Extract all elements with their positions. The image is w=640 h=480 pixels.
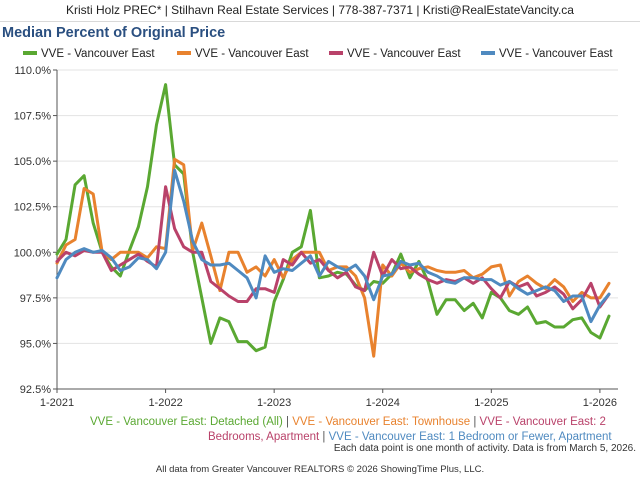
legend-bottom-entry: VVE - Vancouver East: 1 Bedroom or Fewer… [329,431,613,443]
y-tick-label: 92.5% [20,384,51,396]
series-lines [55,83,611,358]
legend-bottom-line: VVE - Vancouver East: Detached (All) | V… [90,416,606,428]
series-line [55,185,611,311]
y-tick-label: 102.5% [14,202,52,214]
legend-bottom: VVE - Vancouver East: Detached (All) | V… [90,416,612,443]
legend-bottom-entry: | [319,431,328,443]
legend-bottom-line: Bedrooms, Apartment | VVE - Vancouver Ea… [208,431,612,443]
legend-label: VVE - Vancouver East [195,48,309,60]
axes [53,69,618,393]
source-note: All data from Greater Vancouver REALTORS… [155,464,485,475]
contact-header: Kristi Holz PREC* | Stilhavn Real Estate… [66,3,574,17]
y-tick-label: 100.0% [14,247,52,259]
y-tick-labels: 92.5% 95.0% 97.5% 100.0% 102.5% 105.0% 107.5% 1… [14,65,52,396]
legend-bottom-entry: Bedrooms, Apartment [208,431,320,443]
series-line [55,168,611,324]
y-tick-label: 105.0% [14,156,52,168]
y-tick-label: 97.5% [20,293,51,305]
footer-note: Each data point is one month of activity… [333,443,636,454]
series-line [55,157,611,358]
x-tick-labels: 1-2021 1-2022 1-2023 1-2024 1-2025 1-2026 [40,397,617,409]
series-line [55,83,611,353]
legend-bottom-entry: | [470,416,479,428]
x-tick-label: 1-2026 [583,397,617,409]
y-tick-label: 95.0% [20,338,51,350]
y-tick-label: 107.5% [14,111,52,123]
legend-bottom-entry: VVE - Vancouver East: Detached (All) [90,416,283,428]
legend-bottom-entry: VVE - Vancouver East: Townhouse [292,416,470,428]
legend-label: VVE - Vancouver East [499,48,613,60]
legend-label: VVE - Vancouver East [347,48,461,60]
x-tick-label: 1-2023 [257,397,291,409]
chart-title: Median Percent of Original Price [2,25,226,41]
header-bar: Kristi Holz PREC* | Stilhavn Real Estate… [0,0,640,22]
legend-label: VVE - Vancouver East [41,48,155,60]
legend-bottom-entry: VVE - Vancouver East: 2 [480,416,606,428]
x-tick-label: 1-2022 [148,397,182,409]
x-tick-label: 1-2025 [474,397,508,409]
legend-top: VVE - Vancouver East VVE - Vancouver East… [23,48,613,60]
x-tick-label: 1-2021 [40,397,74,409]
legend-bottom-entry: | [283,416,292,428]
gridlines [57,69,618,390]
y-tick-label: 110.0% [15,65,52,77]
x-tick-label: 1-2024 [366,397,400,409]
